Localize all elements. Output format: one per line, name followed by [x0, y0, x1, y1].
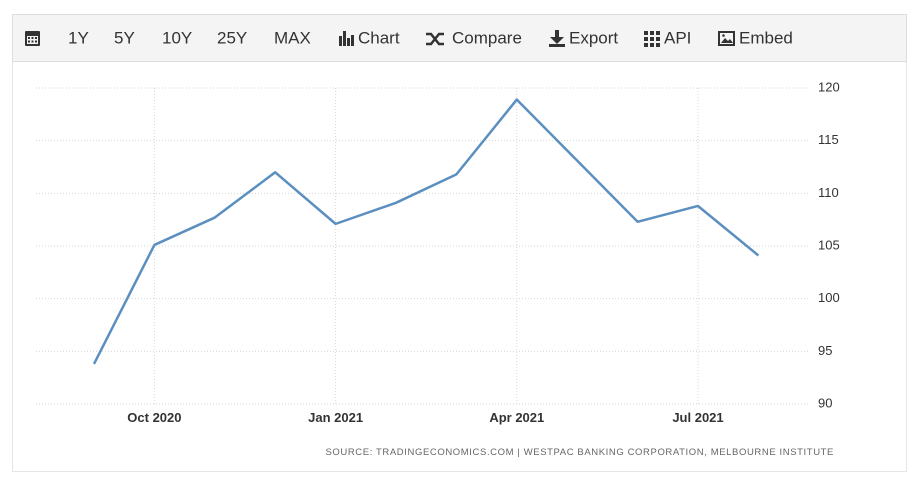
calendar-icon[interactable]	[25, 31, 40, 46]
export-button[interactable]: Export	[569, 28, 618, 47]
compare-icon	[426, 32, 444, 46]
line-series	[92, 98, 760, 365]
range-button[interactable]: 25Y	[217, 28, 247, 47]
x-tick-label: Apr 2021	[489, 410, 544, 425]
toolbar	[12, 14, 907, 62]
source-note: SOURCE: TRADINGECONOMICS.COM | WESTPAC B…	[325, 447, 834, 458]
range-button[interactable]: 5Y	[114, 28, 135, 47]
chart-icon	[339, 31, 354, 46]
y-tick-label: 90	[818, 395, 832, 410]
chart-frame	[12, 62, 907, 472]
y-tick-label: 115	[818, 132, 839, 147]
y-tick-label: 120	[818, 79, 840, 94]
embed-icon	[718, 31, 735, 46]
api-icon	[644, 31, 660, 47]
api-button[interactable]: API	[664, 28, 691, 47]
y-tick-label: 95	[818, 343, 832, 358]
range-button[interactable]: MAX	[274, 28, 311, 47]
compare-button[interactable]: Compare	[452, 28, 522, 47]
range-button[interactable]: 10Y	[162, 28, 192, 47]
x-tick-label: Jan 2021	[308, 410, 363, 425]
y-tick-label: 100	[818, 290, 840, 305]
x-tick-label: Jul 2021	[672, 410, 723, 425]
y-tick-label: 110	[818, 185, 839, 200]
embed-button[interactable]: Embed	[739, 28, 793, 47]
export-icon	[549, 30, 565, 47]
range-button[interactable]: 1Y	[68, 28, 89, 47]
y-tick-label: 105	[818, 237, 840, 252]
x-tick-label: Oct 2020	[127, 410, 181, 425]
chart-button[interactable]: Chart	[358, 28, 400, 47]
